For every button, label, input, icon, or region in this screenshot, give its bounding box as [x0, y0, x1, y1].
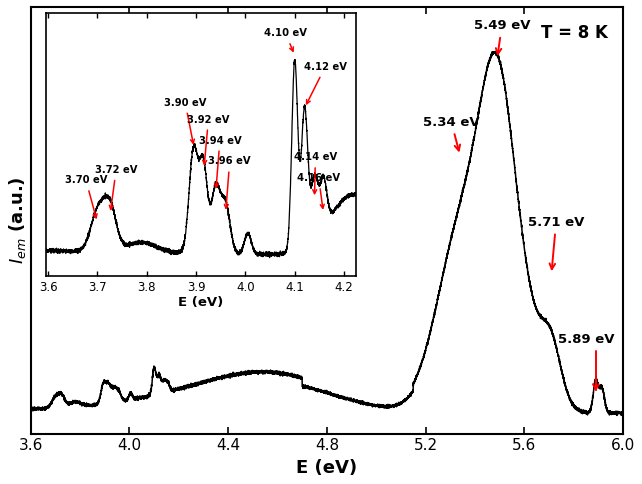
Text: 5.71 eV: 5.71 eV [528, 216, 584, 269]
Y-axis label: $I_{em}$ (a.u.): $I_{em}$ (a.u.) [7, 177, 28, 264]
Text: 5.49 eV: 5.49 eV [474, 19, 530, 54]
X-axis label: E (eV): E (eV) [296, 459, 358, 477]
Text: 5.34 eV: 5.34 eV [423, 116, 480, 151]
Text: 5.89 eV: 5.89 eV [557, 333, 614, 390]
Text: T = 8 K: T = 8 K [541, 24, 608, 42]
